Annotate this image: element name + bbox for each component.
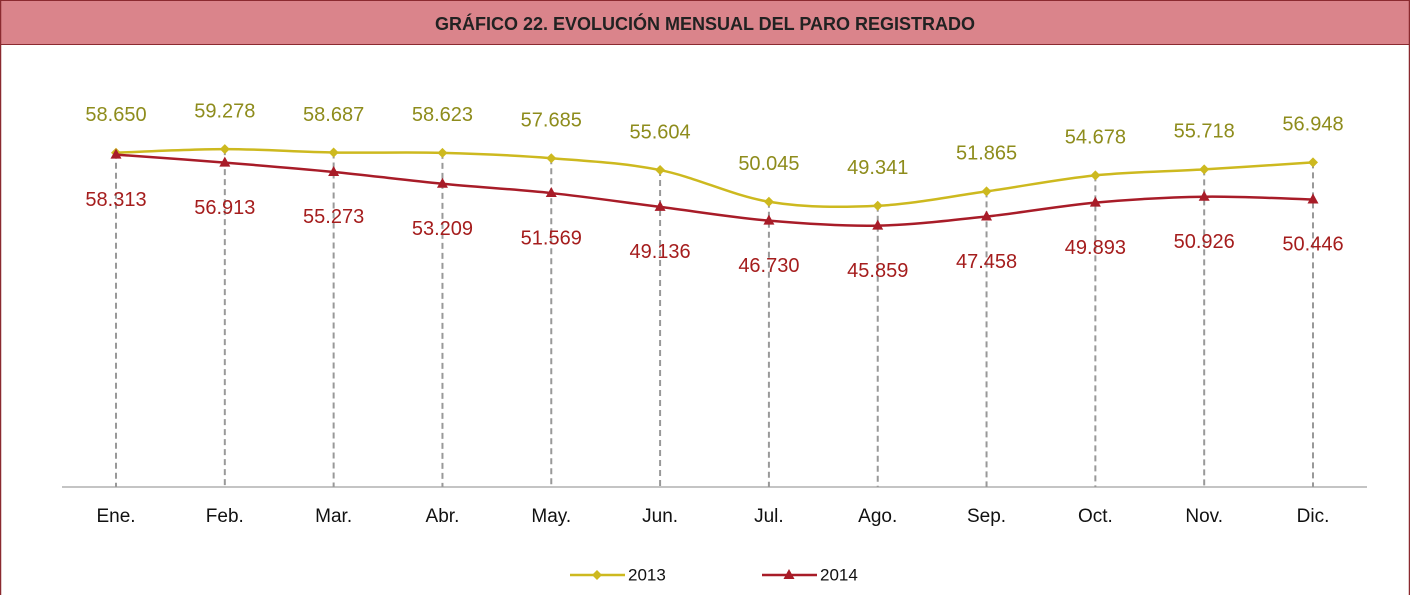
point: [1090, 170, 1101, 181]
chart-title: GRÁFICO 22. EVOLUCIÓN MENSUAL DEL PARO R…: [435, 13, 975, 34]
data-label: 45.859: [847, 260, 908, 282]
point: [1307, 193, 1319, 204]
x-tick-label: Jun.: [642, 506, 678, 527]
data-label: 49.136: [630, 241, 691, 263]
data-label: 54.678: [1065, 127, 1126, 149]
point: [872, 200, 883, 211]
point: [981, 186, 992, 197]
x-tick-label: Feb.: [206, 506, 244, 527]
data-label: 51.569: [521, 227, 582, 249]
data-label: 59.278: [194, 100, 255, 122]
x-tick-label: Ago.: [858, 506, 897, 527]
x-tick-label: Jul.: [754, 506, 784, 527]
data-label: 47.458: [956, 251, 1017, 273]
data-label: 49.893: [1065, 237, 1126, 259]
data-label: 55.718: [1174, 121, 1235, 143]
x-tick-label: Mar.: [315, 506, 352, 527]
data-label: 50.926: [1174, 231, 1235, 253]
point: [219, 144, 230, 155]
x-tick-label: Sep.: [967, 506, 1006, 527]
point: [436, 177, 448, 188]
point: [328, 165, 340, 176]
series-line: [115, 147, 1314, 209]
x-tick-label: Ene.: [96, 506, 135, 527]
x-tick-label: Dic.: [1297, 506, 1330, 527]
point: [328, 147, 339, 158]
point: [654, 200, 666, 211]
data-label: 55.273: [303, 206, 364, 228]
point: [219, 156, 231, 167]
data-label: 49.341: [847, 157, 908, 179]
point: [1199, 164, 1210, 175]
point: [763, 196, 774, 207]
data-label: 58.687: [303, 104, 364, 126]
x-tick-label: Abr.: [426, 506, 460, 527]
point: [437, 147, 448, 158]
data-label: 58.623: [412, 104, 473, 126]
point: [546, 153, 557, 164]
data-label: 46.730: [738, 255, 799, 277]
point: [110, 148, 122, 159]
data-label: 50.045: [738, 153, 799, 175]
legend-label: 2014: [820, 565, 858, 584]
x-tick-label: May.: [531, 506, 571, 527]
point: [872, 219, 884, 230]
point: [763, 214, 775, 225]
data-label: 56.948: [1282, 114, 1343, 136]
data-label: 53.209: [412, 218, 473, 240]
legend-marker: [592, 570, 602, 580]
point: [981, 210, 993, 221]
data-label: 57.685: [521, 109, 582, 131]
legend-marker: [783, 569, 795, 579]
point: [1089, 196, 1101, 207]
data-label: 56.913: [194, 197, 255, 219]
x-tick-label: Nov.: [1185, 506, 1223, 527]
legend-label: 2013: [628, 565, 666, 584]
title-bar: [0, 0, 1410, 45]
data-label: 55.604: [630, 121, 691, 143]
x-tick-label: Oct.: [1078, 506, 1113, 527]
point: [545, 187, 557, 198]
data-label: 51.865: [956, 143, 1017, 165]
point: [1198, 190, 1210, 201]
data-label: 50.446: [1282, 234, 1343, 256]
data-label: 58.313: [85, 189, 146, 211]
point: [655, 165, 666, 176]
series-line: [115, 153, 1314, 227]
data-label: 58.650: [85, 104, 146, 126]
point: [1308, 157, 1318, 168]
